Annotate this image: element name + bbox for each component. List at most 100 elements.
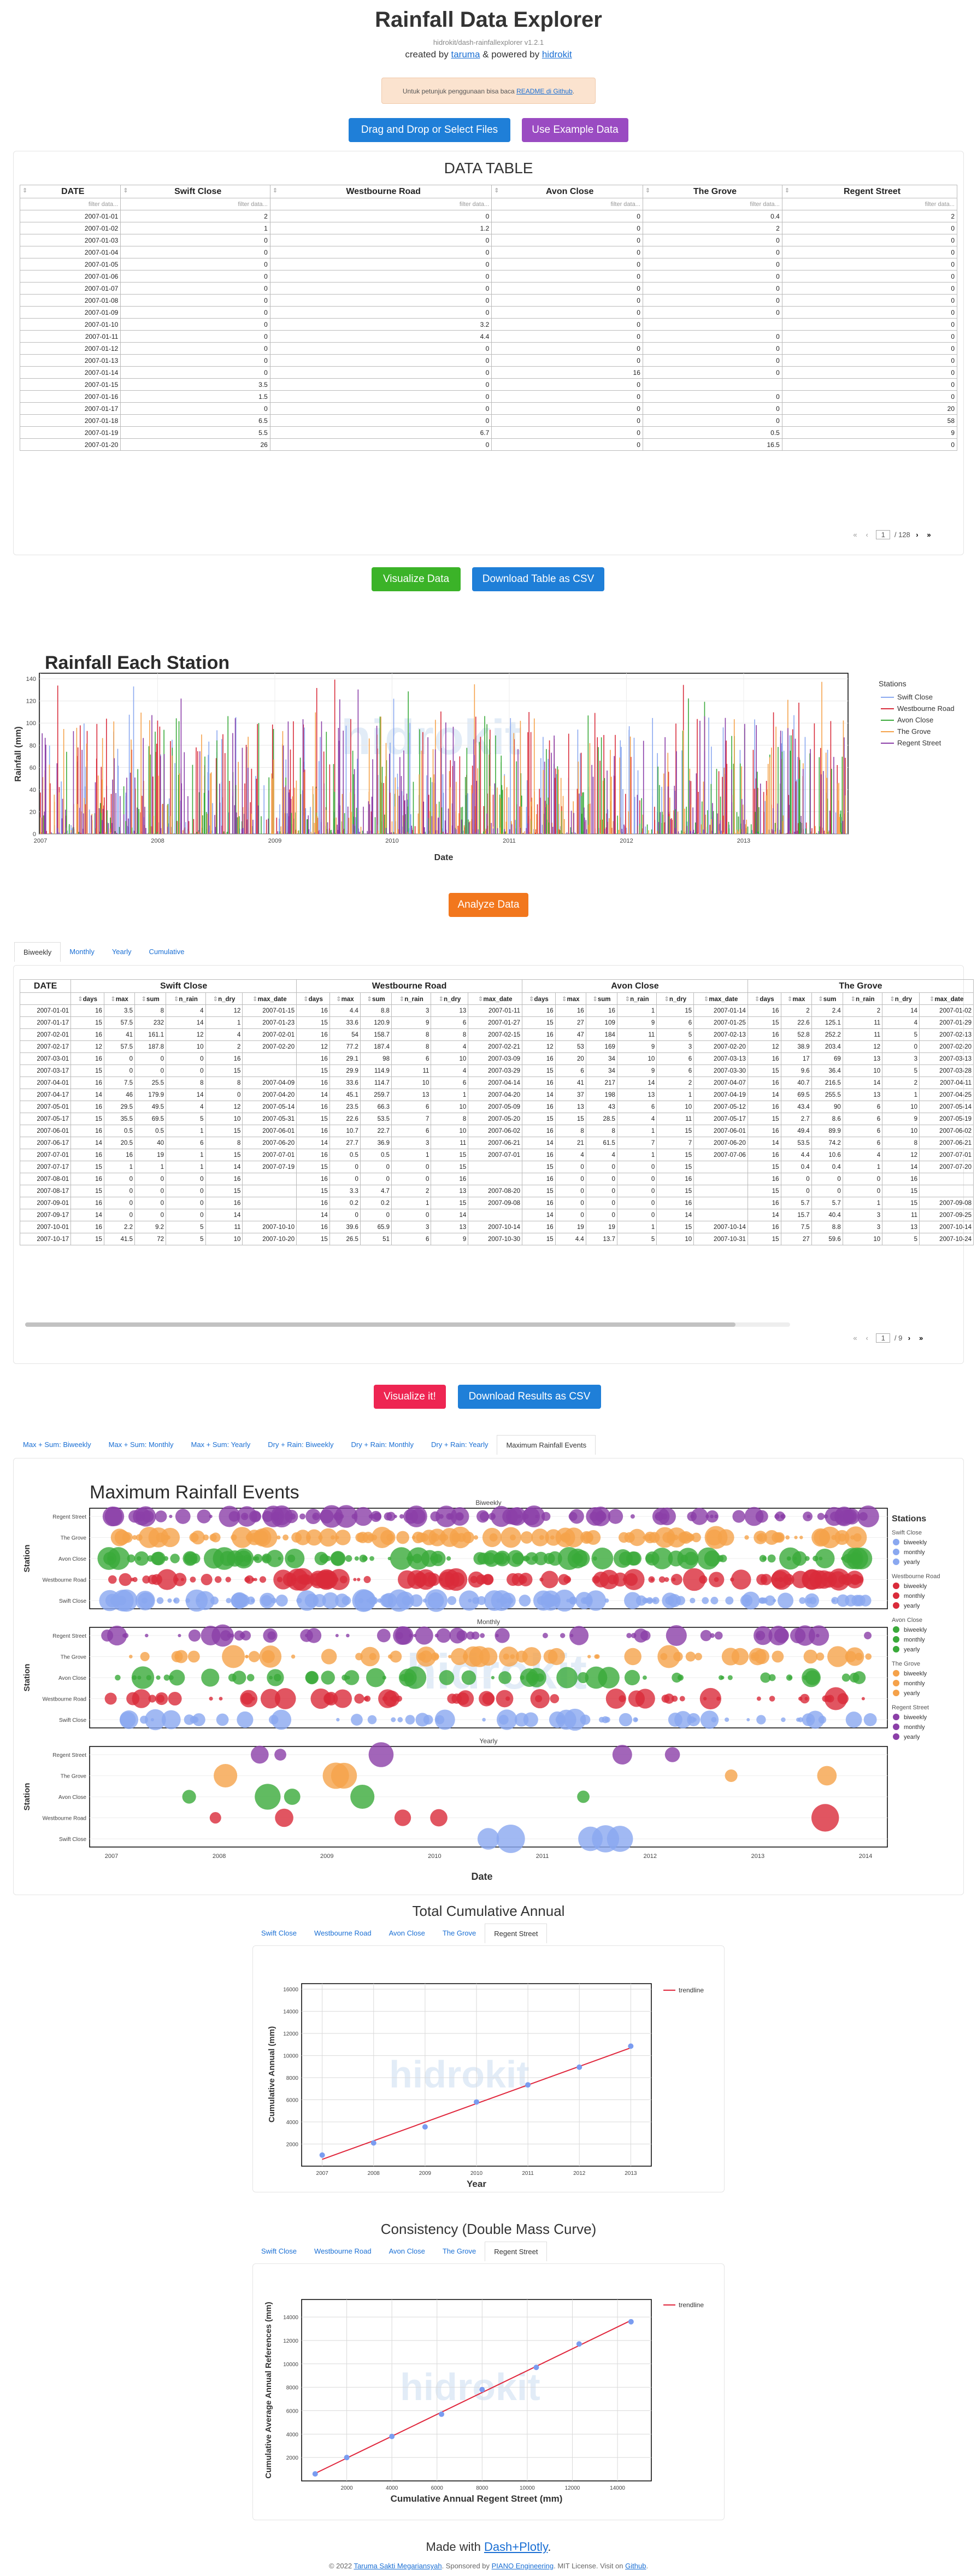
sub-column-header[interactable]: ⇕days bbox=[296, 992, 330, 1005]
table-cell[interactable]: 40.4 bbox=[811, 1209, 843, 1221]
legend-label[interactable]: biweekly bbox=[904, 1539, 927, 1546]
table-cell[interactable]: 12 bbox=[882, 1149, 920, 1161]
table-cell[interactable]: 46 bbox=[103, 1089, 136, 1101]
table-cell[interactable]: 0 bbox=[642, 342, 782, 355]
table-cell[interactable]: 0 bbox=[269, 354, 492, 367]
table-cell[interactable]: 15 bbox=[431, 1149, 469, 1161]
table-cell[interactable]: 14 bbox=[882, 1161, 920, 1173]
table-cell[interactable]: 8 bbox=[391, 1040, 432, 1053]
table-cell[interactable]: 26.5 bbox=[329, 1233, 361, 1245]
table-cell[interactable]: 0 bbox=[103, 1209, 136, 1221]
table-cell[interactable]: 2007-01-01 bbox=[19, 210, 121, 222]
table-cell[interactable]: 0 bbox=[134, 1185, 167, 1197]
tab-dry-rain-monthly[interactable]: Dry + Rain: Monthly bbox=[351, 1440, 414, 1449]
table-cell[interactable]: 10.7 bbox=[329, 1125, 361, 1137]
table-cell[interactable]: 6 bbox=[656, 1052, 695, 1065]
readme-link[interactable]: README di Github bbox=[516, 87, 573, 95]
sort-icon[interactable]: ⇕ bbox=[303, 996, 309, 1003]
table-cell[interactable]: 3.5 bbox=[103, 1004, 136, 1017]
table-cell[interactable]: 0 bbox=[491, 246, 643, 258]
sort-icon[interactable]: ⇕ bbox=[272, 187, 278, 194]
tab-regent-street[interactable]: Regent Street bbox=[485, 1924, 548, 1943]
table-cell[interactable]: 0 bbox=[134, 1197, 167, 1209]
table-cell[interactable]: 16.5 bbox=[642, 438, 782, 451]
table-cell[interactable]: 98 bbox=[360, 1052, 392, 1065]
table-cell[interactable]: 0 bbox=[120, 270, 270, 283]
sub-column-header[interactable]: ⇕max_date bbox=[468, 992, 522, 1005]
table-cell[interactable]: 2 bbox=[842, 1004, 883, 1017]
table-cell[interactable]: 8 bbox=[431, 1028, 469, 1041]
table-cell[interactable]: 0.2 bbox=[360, 1197, 392, 1209]
table-cell[interactable]: 0 bbox=[166, 1197, 206, 1209]
table-cell[interactable]: 16 bbox=[521, 1221, 556, 1233]
table-cell[interactable]: 15 bbox=[747, 1016, 781, 1029]
table-cell[interactable]: 2007-01-25 bbox=[693, 1016, 748, 1029]
table-cell[interactable]: 0 bbox=[642, 306, 782, 319]
table-cell[interactable]: 0 bbox=[269, 342, 492, 355]
table-cell[interactable]: 0.5 bbox=[329, 1149, 361, 1161]
table-cell[interactable]: 0 bbox=[811, 1185, 843, 1197]
table-cell[interactable]: 10 bbox=[842, 1064, 883, 1077]
table-cell[interactable]: 69.5 bbox=[134, 1113, 167, 1125]
table-cell[interactable] bbox=[919, 1185, 974, 1197]
table-cell[interactable]: 29.1 bbox=[329, 1052, 361, 1065]
tab-monthly[interactable]: Monthly bbox=[69, 948, 95, 956]
table-cell[interactable]: 22.6 bbox=[329, 1113, 361, 1125]
sort-icon[interactable]: ⇕ bbox=[754, 996, 760, 1003]
table-cell[interactable]: 0 bbox=[491, 282, 643, 295]
table-cell[interactable]: 2007-05-09 bbox=[468, 1101, 522, 1113]
table-cell[interactable]: 14 bbox=[882, 1004, 920, 1017]
table-cell[interactable]: 2007-01-08 bbox=[19, 294, 121, 307]
table-cell[interactable]: 14 bbox=[747, 1137, 781, 1149]
table-cell[interactable]: 9 bbox=[431, 1233, 469, 1245]
table-cell[interactable]: 9.2 bbox=[134, 1221, 167, 1233]
table-cell[interactable]: 77.2 bbox=[329, 1040, 361, 1053]
github-link[interactable]: Github bbox=[625, 2562, 646, 2570]
column-header[interactable]: ⇕ Swift Close bbox=[120, 185, 270, 198]
column-header[interactable]: ⇕ The Grove bbox=[642, 185, 782, 198]
tab-dry-rain-biweekly[interactable]: Dry + Rain: Biweekly bbox=[268, 1440, 334, 1449]
table-cell[interactable] bbox=[693, 1161, 748, 1173]
table-cell[interactable]: 259.7 bbox=[360, 1089, 392, 1101]
table-cell[interactable]: 0 bbox=[616, 1209, 657, 1221]
table-cell[interactable]: 43 bbox=[585, 1101, 617, 1113]
table-cell[interactable]: 0 bbox=[120, 246, 270, 258]
table-cell[interactable]: 2007-10-17 bbox=[19, 1233, 72, 1245]
table-cell[interactable]: 6 bbox=[391, 1101, 432, 1113]
sub-column-header[interactable]: ⇕sum bbox=[360, 992, 392, 1005]
table-cell[interactable]: 4.4 bbox=[555, 1233, 586, 1245]
table-cell[interactable]: 2007-09-08 bbox=[919, 1197, 974, 1209]
table-cell[interactable]: 0 bbox=[616, 1161, 657, 1173]
table-cell[interactable]: 2007-01-29 bbox=[919, 1016, 974, 1029]
table-cell[interactable]: 2007-01-02 bbox=[19, 222, 121, 234]
sub-column-header[interactable]: ⇕max_date bbox=[242, 992, 297, 1005]
filter-input[interactable]: filter data... bbox=[120, 198, 270, 210]
legend-label[interactable]: biweekly bbox=[904, 1714, 927, 1721]
table-cell[interactable]: 2007-02-01 bbox=[242, 1028, 297, 1041]
table-cell[interactable]: 16 bbox=[70, 1125, 104, 1137]
sort-icon[interactable]: ⇕ bbox=[141, 996, 147, 1003]
table-cell[interactable]: 53.5 bbox=[780, 1137, 812, 1149]
table-cell[interactable]: 10 bbox=[431, 1101, 469, 1113]
table-cell[interactable]: 57.5 bbox=[103, 1040, 136, 1053]
table-cell[interactable]: 10 bbox=[882, 1101, 920, 1113]
table-cell[interactable]: 34 bbox=[585, 1052, 617, 1065]
table-cell[interactable]: 16 bbox=[747, 1052, 781, 1065]
table-cell[interactable]: 9 bbox=[391, 1016, 432, 1029]
table-cell[interactable]: 39.6 bbox=[329, 1221, 361, 1233]
table-cell[interactable]: 125.1 bbox=[811, 1016, 843, 1029]
table-cell[interactable]: 12 bbox=[70, 1040, 104, 1053]
table-cell[interactable]: 4 bbox=[585, 1149, 617, 1161]
table-cell[interactable]: 2007-02-17 bbox=[19, 1040, 72, 1053]
table-cell[interactable]: 69 bbox=[811, 1052, 843, 1065]
table-cell[interactable]: 13 bbox=[431, 1185, 469, 1197]
table-cell[interactable]: 47 bbox=[555, 1028, 586, 1041]
table-cell[interactable]: 2007-01-15 bbox=[19, 378, 121, 391]
table-cell[interactable]: 0 bbox=[491, 330, 643, 343]
filter-input[interactable]: filter data... bbox=[781, 198, 958, 210]
sort-icon[interactable]: ⇕ bbox=[336, 996, 342, 1003]
table-cell[interactable]: 0 bbox=[103, 1064, 136, 1077]
filter-input[interactable]: filter data... bbox=[491, 198, 643, 210]
sort-icon[interactable]: ⇕ bbox=[929, 996, 935, 1003]
sort-icon[interactable]: ⇕ bbox=[645, 187, 651, 194]
